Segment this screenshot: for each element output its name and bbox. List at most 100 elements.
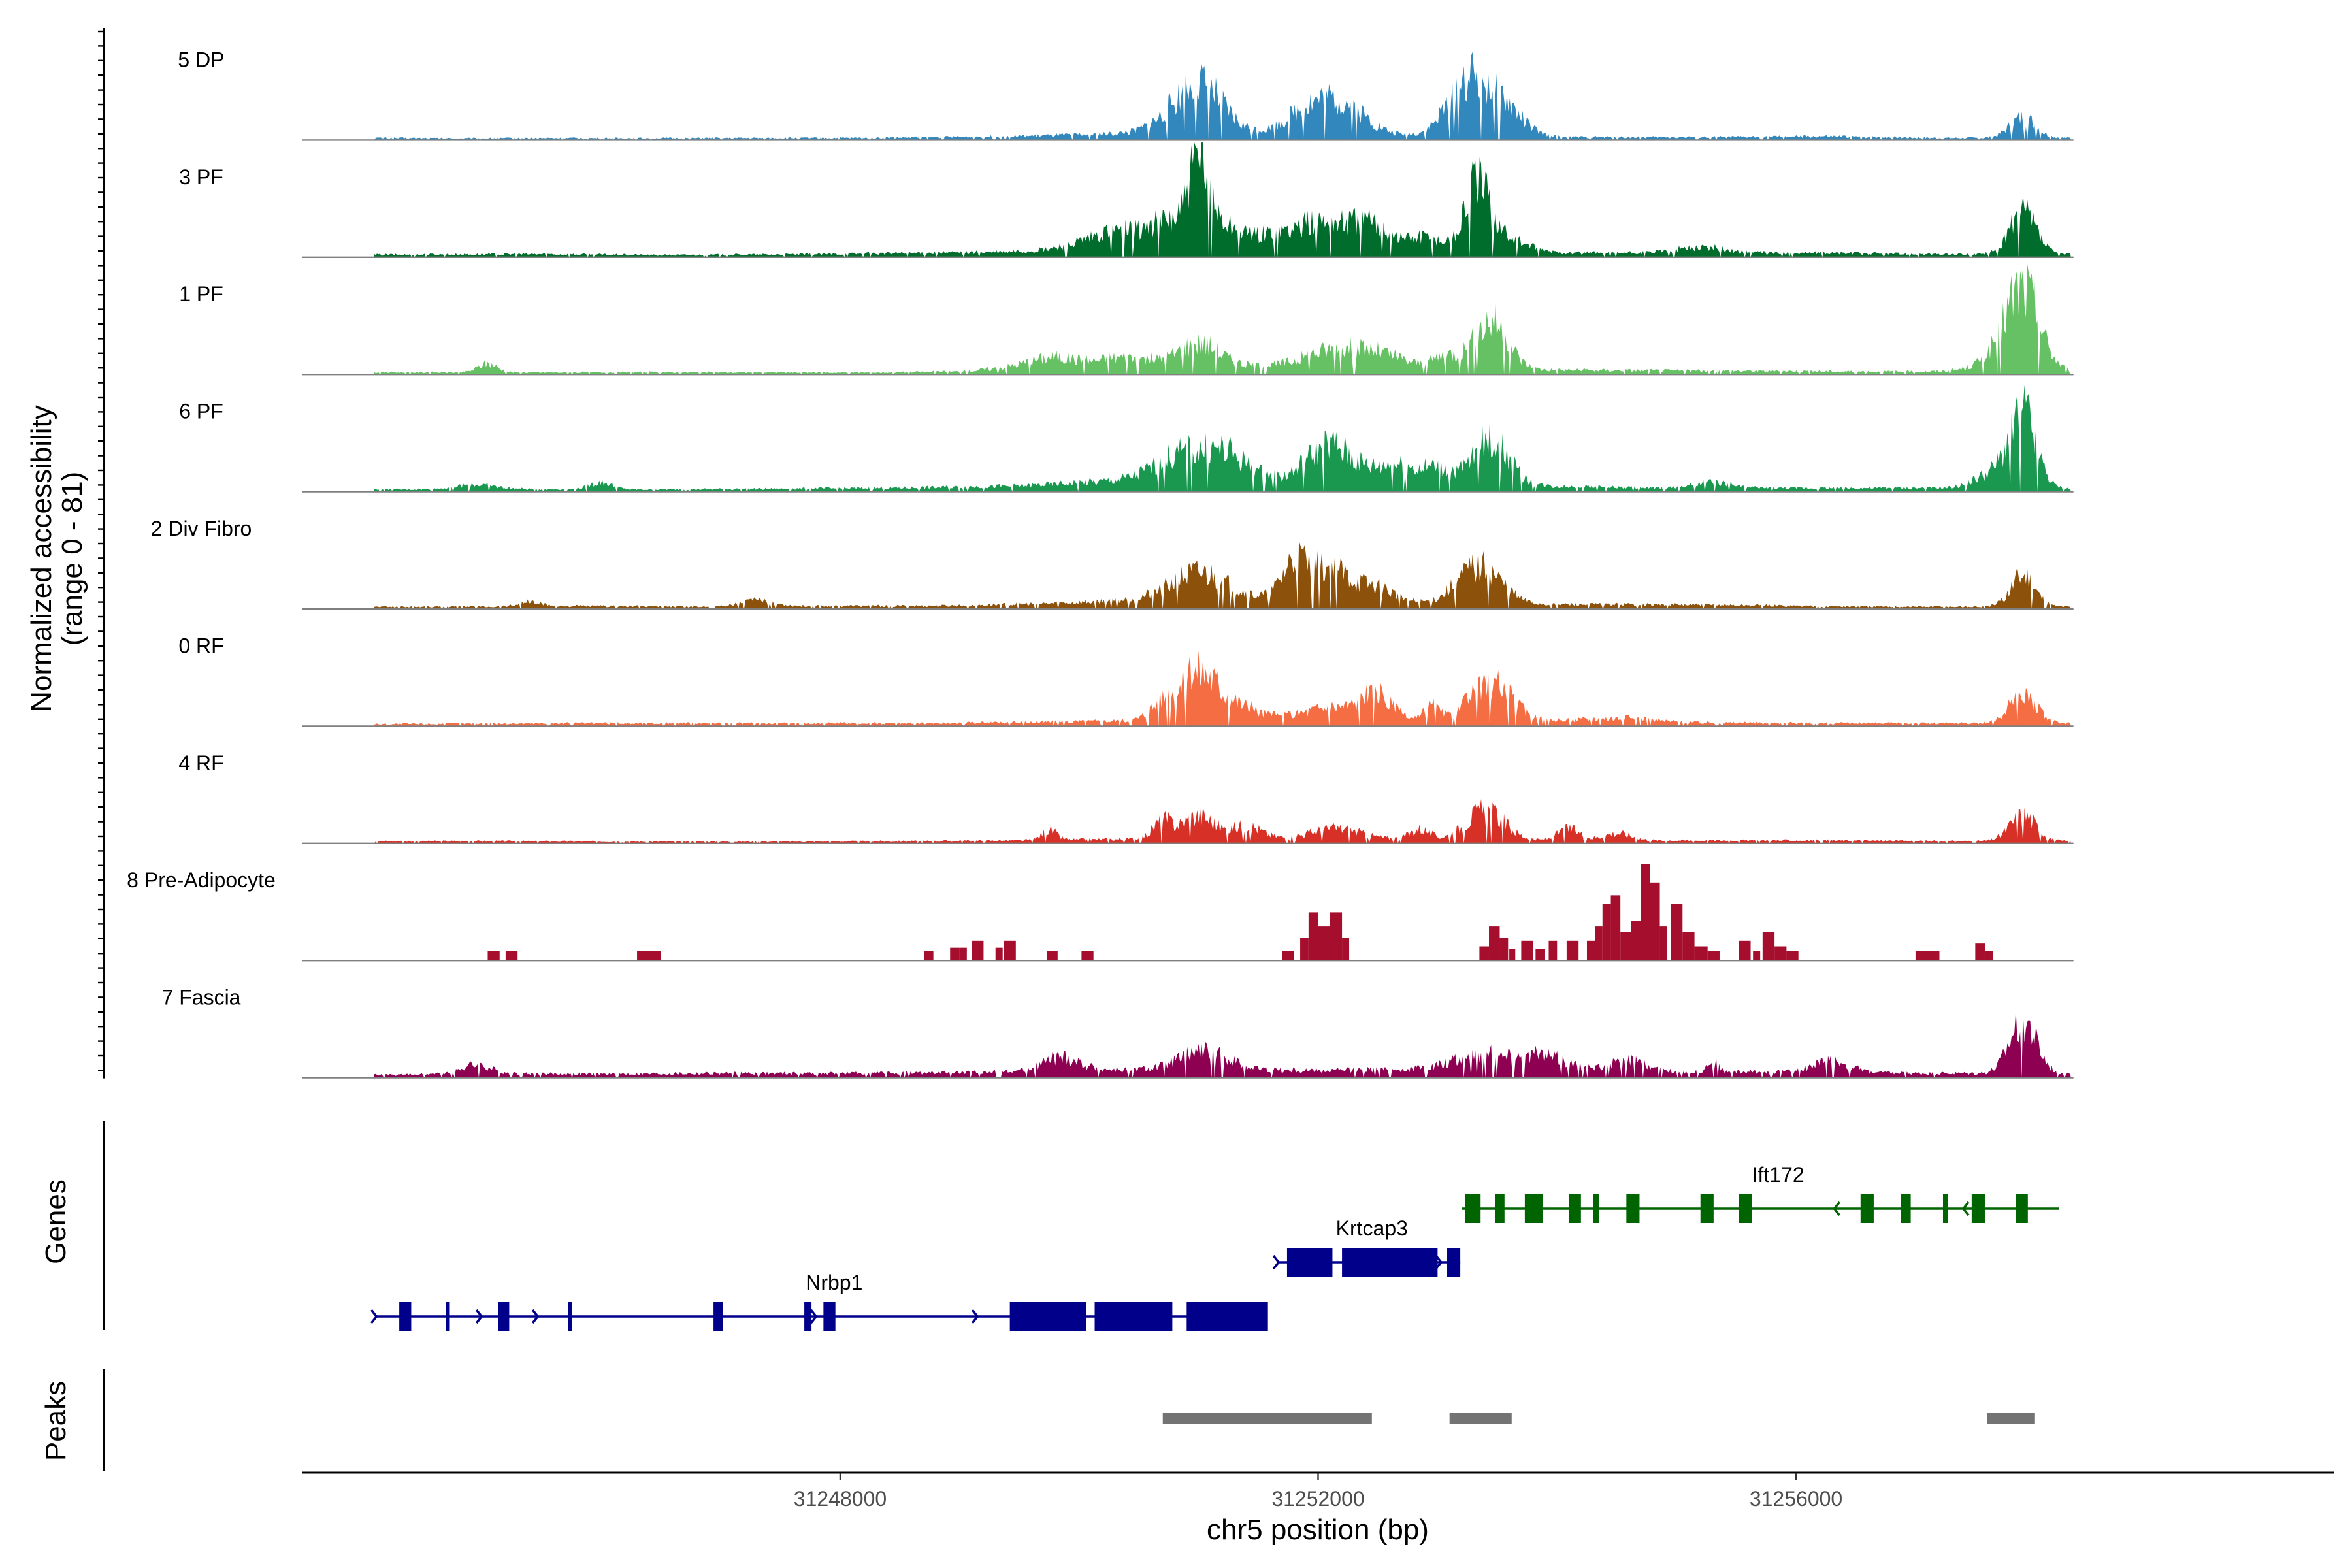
gene-exon — [1465, 1194, 1481, 1223]
coverage-block — [1620, 932, 1631, 961]
track-label: 3 PF — [179, 165, 223, 189]
gene-exon — [1739, 1194, 1752, 1223]
gene-label: Nrbp1 — [806, 1271, 862, 1294]
coverage-block — [1330, 912, 1343, 961]
track-4-rf: 4 RF — [178, 751, 2074, 845]
coverage-block — [1739, 940, 1751, 961]
coverage-block — [1308, 912, 1318, 961]
track-6-pf: 6 PF — [179, 385, 2074, 493]
coverage-block — [1300, 938, 1309, 961]
gene-exon — [1593, 1194, 1599, 1223]
coverage-block — [1975, 943, 1985, 961]
gene-exon — [399, 1302, 412, 1331]
coverage-block — [505, 951, 518, 961]
coverage-block — [1566, 940, 1579, 961]
coverage-block — [1631, 921, 1641, 961]
track-1-pf: 1 PF — [179, 264, 2074, 376]
coverage-block — [1682, 932, 1695, 961]
genes-panel-title: Genes — [40, 1179, 72, 1264]
coverage-block — [1489, 926, 1500, 961]
y-axis-title: Normalized accessibility — [25, 405, 57, 711]
coverage-block — [1047, 951, 1058, 961]
peak-region — [1987, 1413, 2035, 1424]
coverage-area — [374, 650, 2071, 727]
coverage-block — [1595, 926, 1603, 961]
strand-arrow — [1833, 1201, 1840, 1217]
track-label: 1 PF — [179, 282, 223, 306]
track-label: 5 DP — [178, 48, 224, 71]
coverage-area — [374, 52, 2071, 140]
track-5-dp: 5 DP — [178, 48, 2074, 141]
gene-exon — [804, 1302, 812, 1331]
coverage-block — [1786, 951, 1799, 961]
coverage-block — [923, 951, 934, 961]
y-axis — [98, 28, 105, 1079]
coverage-block — [1694, 946, 1708, 961]
strand-arrow — [475, 1309, 483, 1324]
strand-arrow — [971, 1309, 979, 1324]
gene-exon — [498, 1302, 510, 1331]
track-3-pf: 3 PF — [179, 142, 2074, 258]
gene-exon — [1901, 1194, 1911, 1223]
coverage-block — [1586, 940, 1595, 961]
gene-exon — [1942, 1194, 1948, 1223]
gene-exon — [1186, 1302, 1268, 1331]
coverage-block — [1602, 904, 1611, 961]
gene-exon — [1094, 1302, 1173, 1331]
gene-exon — [567, 1302, 572, 1331]
x-axis-title: chr5 position (bp) — [1207, 1514, 1429, 1546]
gene-exon — [1860, 1194, 1874, 1223]
coverage-block — [1753, 951, 1761, 961]
coverage-block — [1762, 932, 1775, 961]
coverage-block — [1641, 864, 1650, 961]
strand-arrow — [1272, 1254, 1281, 1270]
track-0-rf: 0 RF — [178, 634, 2074, 727]
coverage-area — [374, 142, 2071, 257]
gene-exon — [1971, 1194, 1985, 1223]
coverage-area — [374, 798, 2071, 843]
peaks-panel — [103, 1369, 2035, 1471]
strand-arrow — [810, 1309, 818, 1324]
strand-arrow — [531, 1309, 540, 1324]
track-label: 7 Fascia — [162, 986, 241, 1009]
coverage-block — [1707, 951, 1720, 961]
coverage-block — [1984, 951, 1993, 961]
gene-ift172: Ift172 — [1461, 1163, 2059, 1223]
coverage-block — [995, 947, 1003, 961]
gene-label: Krtcap3 — [1336, 1217, 1408, 1240]
track-2-div-fibro: 2 Div Fibro — [151, 517, 2074, 610]
x-tick-label: 31256000 — [1750, 1487, 1842, 1511]
coverage-block — [1282, 951, 1294, 961]
coverage-block — [1318, 926, 1330, 961]
gene-exon — [1342, 1248, 1438, 1277]
coverage-block — [950, 947, 960, 961]
coverage-block — [1548, 940, 1558, 961]
peak-region — [1162, 1413, 1372, 1424]
coverage-block — [959, 947, 967, 961]
coverage-block — [1342, 938, 1350, 961]
gene-nrbp1: Nrbp1 — [370, 1271, 1268, 1331]
coverage-block — [1004, 940, 1016, 961]
coverage-block — [1610, 895, 1621, 961]
coverage-block — [1479, 946, 1490, 961]
gene-exon — [1009, 1302, 1086, 1331]
peak-region — [1449, 1413, 1512, 1424]
gene-krtcap3: Krtcap3 — [1272, 1217, 1461, 1277]
track-label: 0 RF — [178, 634, 223, 657]
gene-exon — [1447, 1248, 1461, 1277]
gene-exon — [1495, 1194, 1505, 1223]
coverage-block — [1081, 951, 1094, 961]
coverage-block — [972, 940, 984, 961]
coverage-area — [374, 385, 2071, 492]
gene-exon — [1626, 1194, 1640, 1223]
x-axis: 31248000 31252000 31256000 — [302, 1471, 2334, 1511]
gene-exon — [2016, 1194, 2028, 1223]
track-label: 4 RF — [178, 751, 223, 775]
track-8-pre-adipocyte: 8 Pre-Adipocyte — [127, 864, 2074, 962]
peaks-panel-title: Peaks — [40, 1381, 72, 1461]
coverage-block — [487, 951, 500, 961]
coverage-block — [1509, 949, 1516, 961]
coverage-area — [374, 1009, 2071, 1078]
strand-arrow — [1435, 1254, 1443, 1270]
